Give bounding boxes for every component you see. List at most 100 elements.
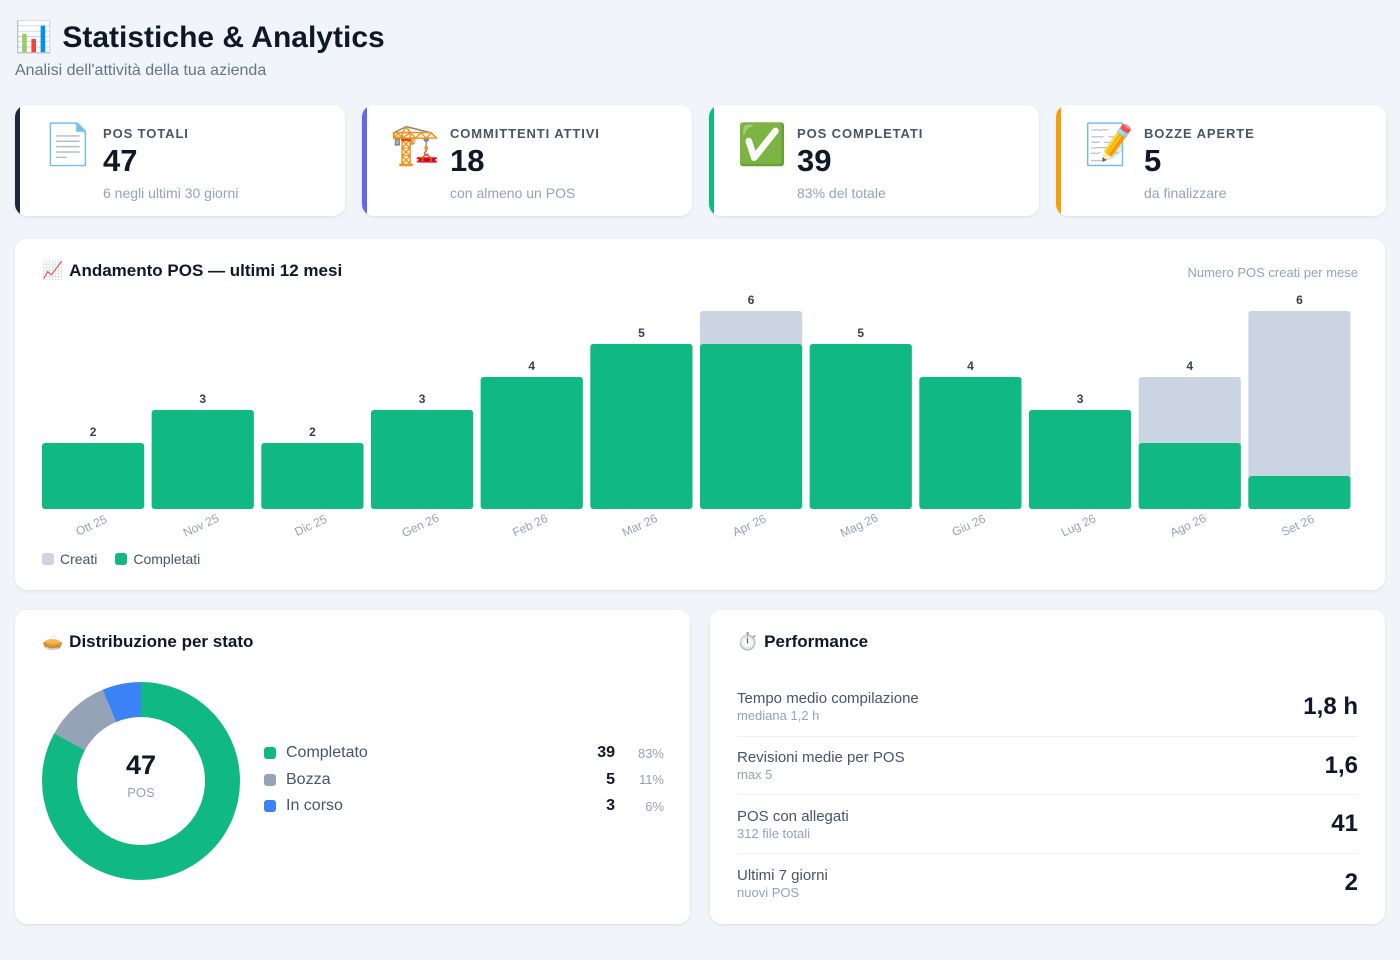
page-subtitle: Analisi dell'attività della tua azienda [15,62,267,79]
bar-value-label: 2 [90,425,97,439]
trend-caption: Numero POS creati per mese [1187,265,1358,280]
bar-value-label: 4 [967,359,974,373]
stat-label: POS TOTALI [103,126,189,141]
metric-value: 41 [1331,810,1358,838]
stat-label: BOZZE APERTE [1144,126,1255,141]
distribution-list: Completato 39 83% Bozza 5 11% In corso 3… [264,740,664,820]
list-item: Completato 39 83% [264,740,664,767]
metric-name: Revisioni medie per POS [737,749,905,767]
status-swatch [264,800,276,813]
stat-note: con almeno un POS [450,185,576,201]
bar-value-label: 4 [1186,359,1193,373]
bar-value-label: 5 [857,326,864,340]
metric-sub: mediana 1,2 h [737,708,820,724]
status-count: 39 [597,744,615,762]
x-tick-label: Mar 26 [620,511,660,540]
bar-completed [809,344,912,509]
bar-value-label: 4 [528,359,535,373]
bar-completed [700,344,803,509]
legend-swatch-creati [42,553,54,565]
bar-value-label: 3 [199,392,206,406]
document-icon: 📄 [43,123,93,167]
bar-value-label: 5 [638,326,645,340]
metric-value: 1,6 [1324,751,1358,779]
crane-icon: 🏗️ [390,123,440,167]
donut-chart [42,682,240,880]
bar-completed [261,443,364,509]
check-icon: ✅ [737,123,787,167]
list-item: Ultimi 7 giorni nuovi POS 2 [737,854,1358,913]
bar-completed [371,410,474,509]
donut-total: 47 [125,750,157,780]
stat-note: da finalizzare [1144,185,1227,201]
bar-completed [151,410,254,509]
list-item: Revisioni medie per POS max 5 1,6 [737,737,1358,796]
status-percent: 83% [637,745,664,761]
stat-card-pos-completati: ✅ POS COMPLETATI 39 83% del totale [709,105,1039,216]
bar-value-label: 2 [309,425,316,439]
donut-center: 47 POS [42,750,240,800]
legend-item-completati: Completati [115,551,200,567]
bar-completed [1029,410,1132,509]
status-name: Completato [286,744,368,762]
trend-title-text: Andamento POS — ultimi 12 mesi [69,261,343,280]
metric-sub: nuovi POS [737,884,800,900]
x-tick-label: Gen 26 [400,511,442,540]
x-tick-label: Ago 26 [1168,511,1209,540]
donut-slice [42,682,240,880]
legend-item-creati: Creati [42,551,97,567]
metric-name: Ultimi 7 giorni [737,866,828,884]
x-tick-label: Feb 26 [510,511,550,540]
x-tick-label: Set 26 [1279,512,1317,539]
chart-increasing-icon: 📈 [42,261,64,280]
stopwatch-icon: ⏱️ [737,632,759,651]
metric-name: POS con allegati [737,807,849,825]
x-tick-label: Ott 25 [74,512,110,539]
pie-icon: 🥧 [42,632,64,651]
performance-panel: ⏱️ Performance Tempo medio compilazione … [710,610,1385,924]
stat-card-pos-totali: 📄 POS TOTALI 47 6 negli ultimi 30 giorni [15,105,345,216]
memo-icon: 📝 [1084,123,1134,167]
stat-value: 5 [1144,143,1162,178]
bar-completed [1138,443,1241,509]
list-item: Tempo medio compilazione mediana 1,2 h 1… [737,678,1358,737]
bar-created [1248,311,1351,509]
x-tick-label: Lug 26 [1059,511,1098,539]
distribution-title-text: Distribuzione per stato [69,632,254,651]
stat-value: 47 [103,143,138,178]
performance-list: Tempo medio compilazione mediana 1,2 h 1… [737,678,1358,913]
performance-title-text: Performance [764,632,869,651]
stat-note: 83% del totale [797,185,886,201]
x-tick-label: Dic 25 [292,512,329,539]
trend-title: 📈 Andamento POS — ultimi 12 mesi [42,261,342,281]
legend-swatch-completati [115,553,128,565]
x-tick-label: Apr 26 [730,511,768,539]
trend-chart: 2 Ott 25 3 Nov 25 2 Dic 25 3 Gen 26 4 Feb 26 5 Mar … [42,293,1351,540]
stat-card-committenti-attivi: 🏗️ COMMITTENTI ATTIVI 18 con almeno un P… [362,105,692,216]
status-name: Bozza [286,770,331,788]
bar-completed [590,344,693,509]
distribution-panel: 🥧 Distribuzione per stato 47 POS Complet… [15,610,690,924]
page-title-text: Statistiche & Analytics [62,20,385,54]
stat-label: COMMITTENTI ATTIVI [450,126,600,141]
stat-value: 39 [797,143,832,178]
metric-sub: 312 file totali [737,825,810,841]
page-header: 📊 Statistiche & Analytics Analisi dell'a… [15,20,385,80]
bar-value-label: 6 [748,293,755,307]
status-percent: 11% [638,772,664,788]
legend-label-creati: Creati [60,551,98,567]
stat-label: POS COMPLETATI [797,126,924,141]
status-percent: 6% [645,798,664,814]
bar-chart-icon: 📊 [15,21,53,54]
bar-completed [480,377,583,509]
status-name: In corso [286,797,343,815]
donut-total-label: POS [127,785,155,800]
list-item: Bozza 5 11% [264,767,664,794]
x-tick-label: Nov 25 [181,511,222,540]
bar-completed [42,443,145,509]
list-item: POS con allegati 312 file totali 41 [737,795,1358,855]
metric-value: 2 [1344,869,1358,897]
status-swatch [264,773,276,786]
stat-note: 6 negli ultimi 30 giorni [103,185,239,201]
stat-value: 18 [450,143,485,178]
